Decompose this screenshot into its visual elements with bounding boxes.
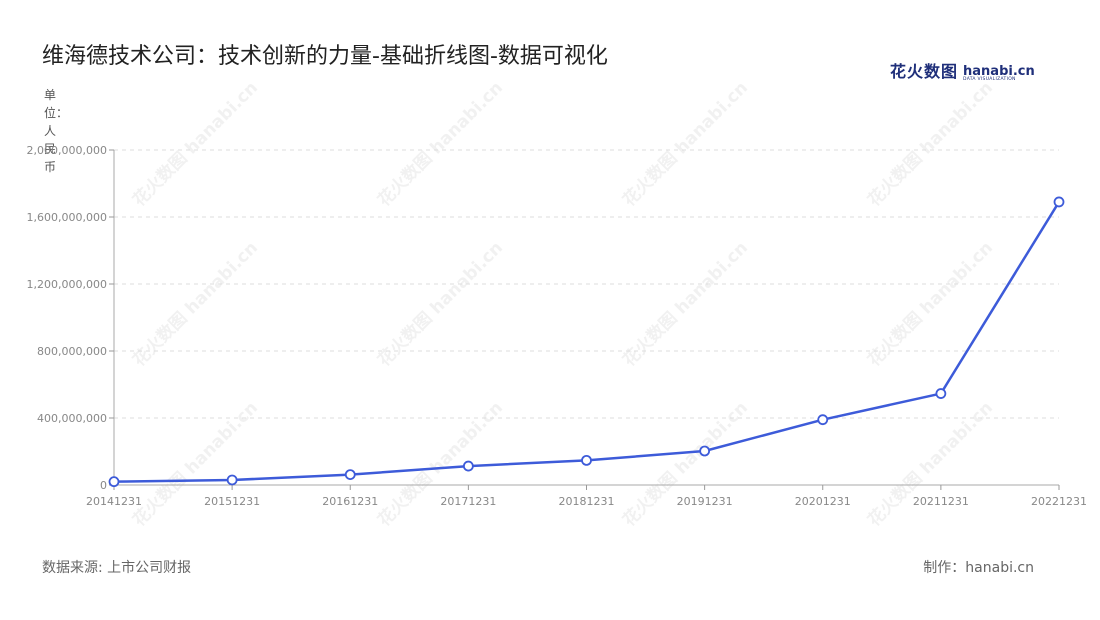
x-tick-label: 20211231 [913,495,969,508]
data-point [108,476,120,488]
y-tick-label: 0 [100,479,107,492]
data-point [1053,196,1065,208]
y-tick-label: 2,000,000,000 [27,144,107,157]
x-tick-label: 20201231 [795,495,851,508]
x-tick-label: 20191231 [677,495,733,508]
data-point [581,454,592,466]
axes [113,150,1059,486]
brand-logo-en: hanabi.cn [963,63,1035,79]
y-tick-label: 400,000,000 [37,412,107,425]
data-point [817,414,829,426]
series-line [113,201,1061,483]
brand-logo-en-block: hanabi.cn DATA VISUALIZATION [963,65,1035,83]
series-group [108,196,1065,488]
x-tick-label: 20161231 [322,495,378,508]
x-axis-ticks: 20141231 20151231 20161231 20171231 20181231… [86,485,1087,508]
x-tick-label: 20171231 [440,495,496,508]
y-tick-label: 800,000,000 [37,345,107,358]
data-point [344,469,356,481]
y-axis-ticks: 0 400,000,000 800,000,000 1,200,000,000 1,60… [27,144,114,492]
x-tick-label: 20151231 [204,495,260,508]
x-tick-label: 20181231 [559,495,615,508]
y-tick-label: 1,600,000,000 [27,211,107,224]
brand-logo: 花火数图 hanabi.cn DATA VISUALIZATION [890,58,1035,82]
data-point [699,445,711,457]
x-tick-label: 20221231 [1031,495,1087,508]
data-point [935,388,947,399]
credit-note: 制作：hanabi.cn [923,560,1034,576]
data-point [462,460,474,472]
y-tick-label: 1,200,000,000 [27,278,107,291]
brand-logo-cn: 花火数图 [890,62,959,81]
chart-title: 维海德技术公司：技术创新的力量-基础折线图-数据可视化 [42,44,608,69]
brand-logo-sub: DATA VISUALIZATION [963,76,1016,82]
x-tick-label: 20141231 [86,495,142,508]
data-point [226,474,238,486]
grid-lines [114,149,1059,419]
data-source-note: 数据来源: 上市公司财报 [42,560,192,576]
